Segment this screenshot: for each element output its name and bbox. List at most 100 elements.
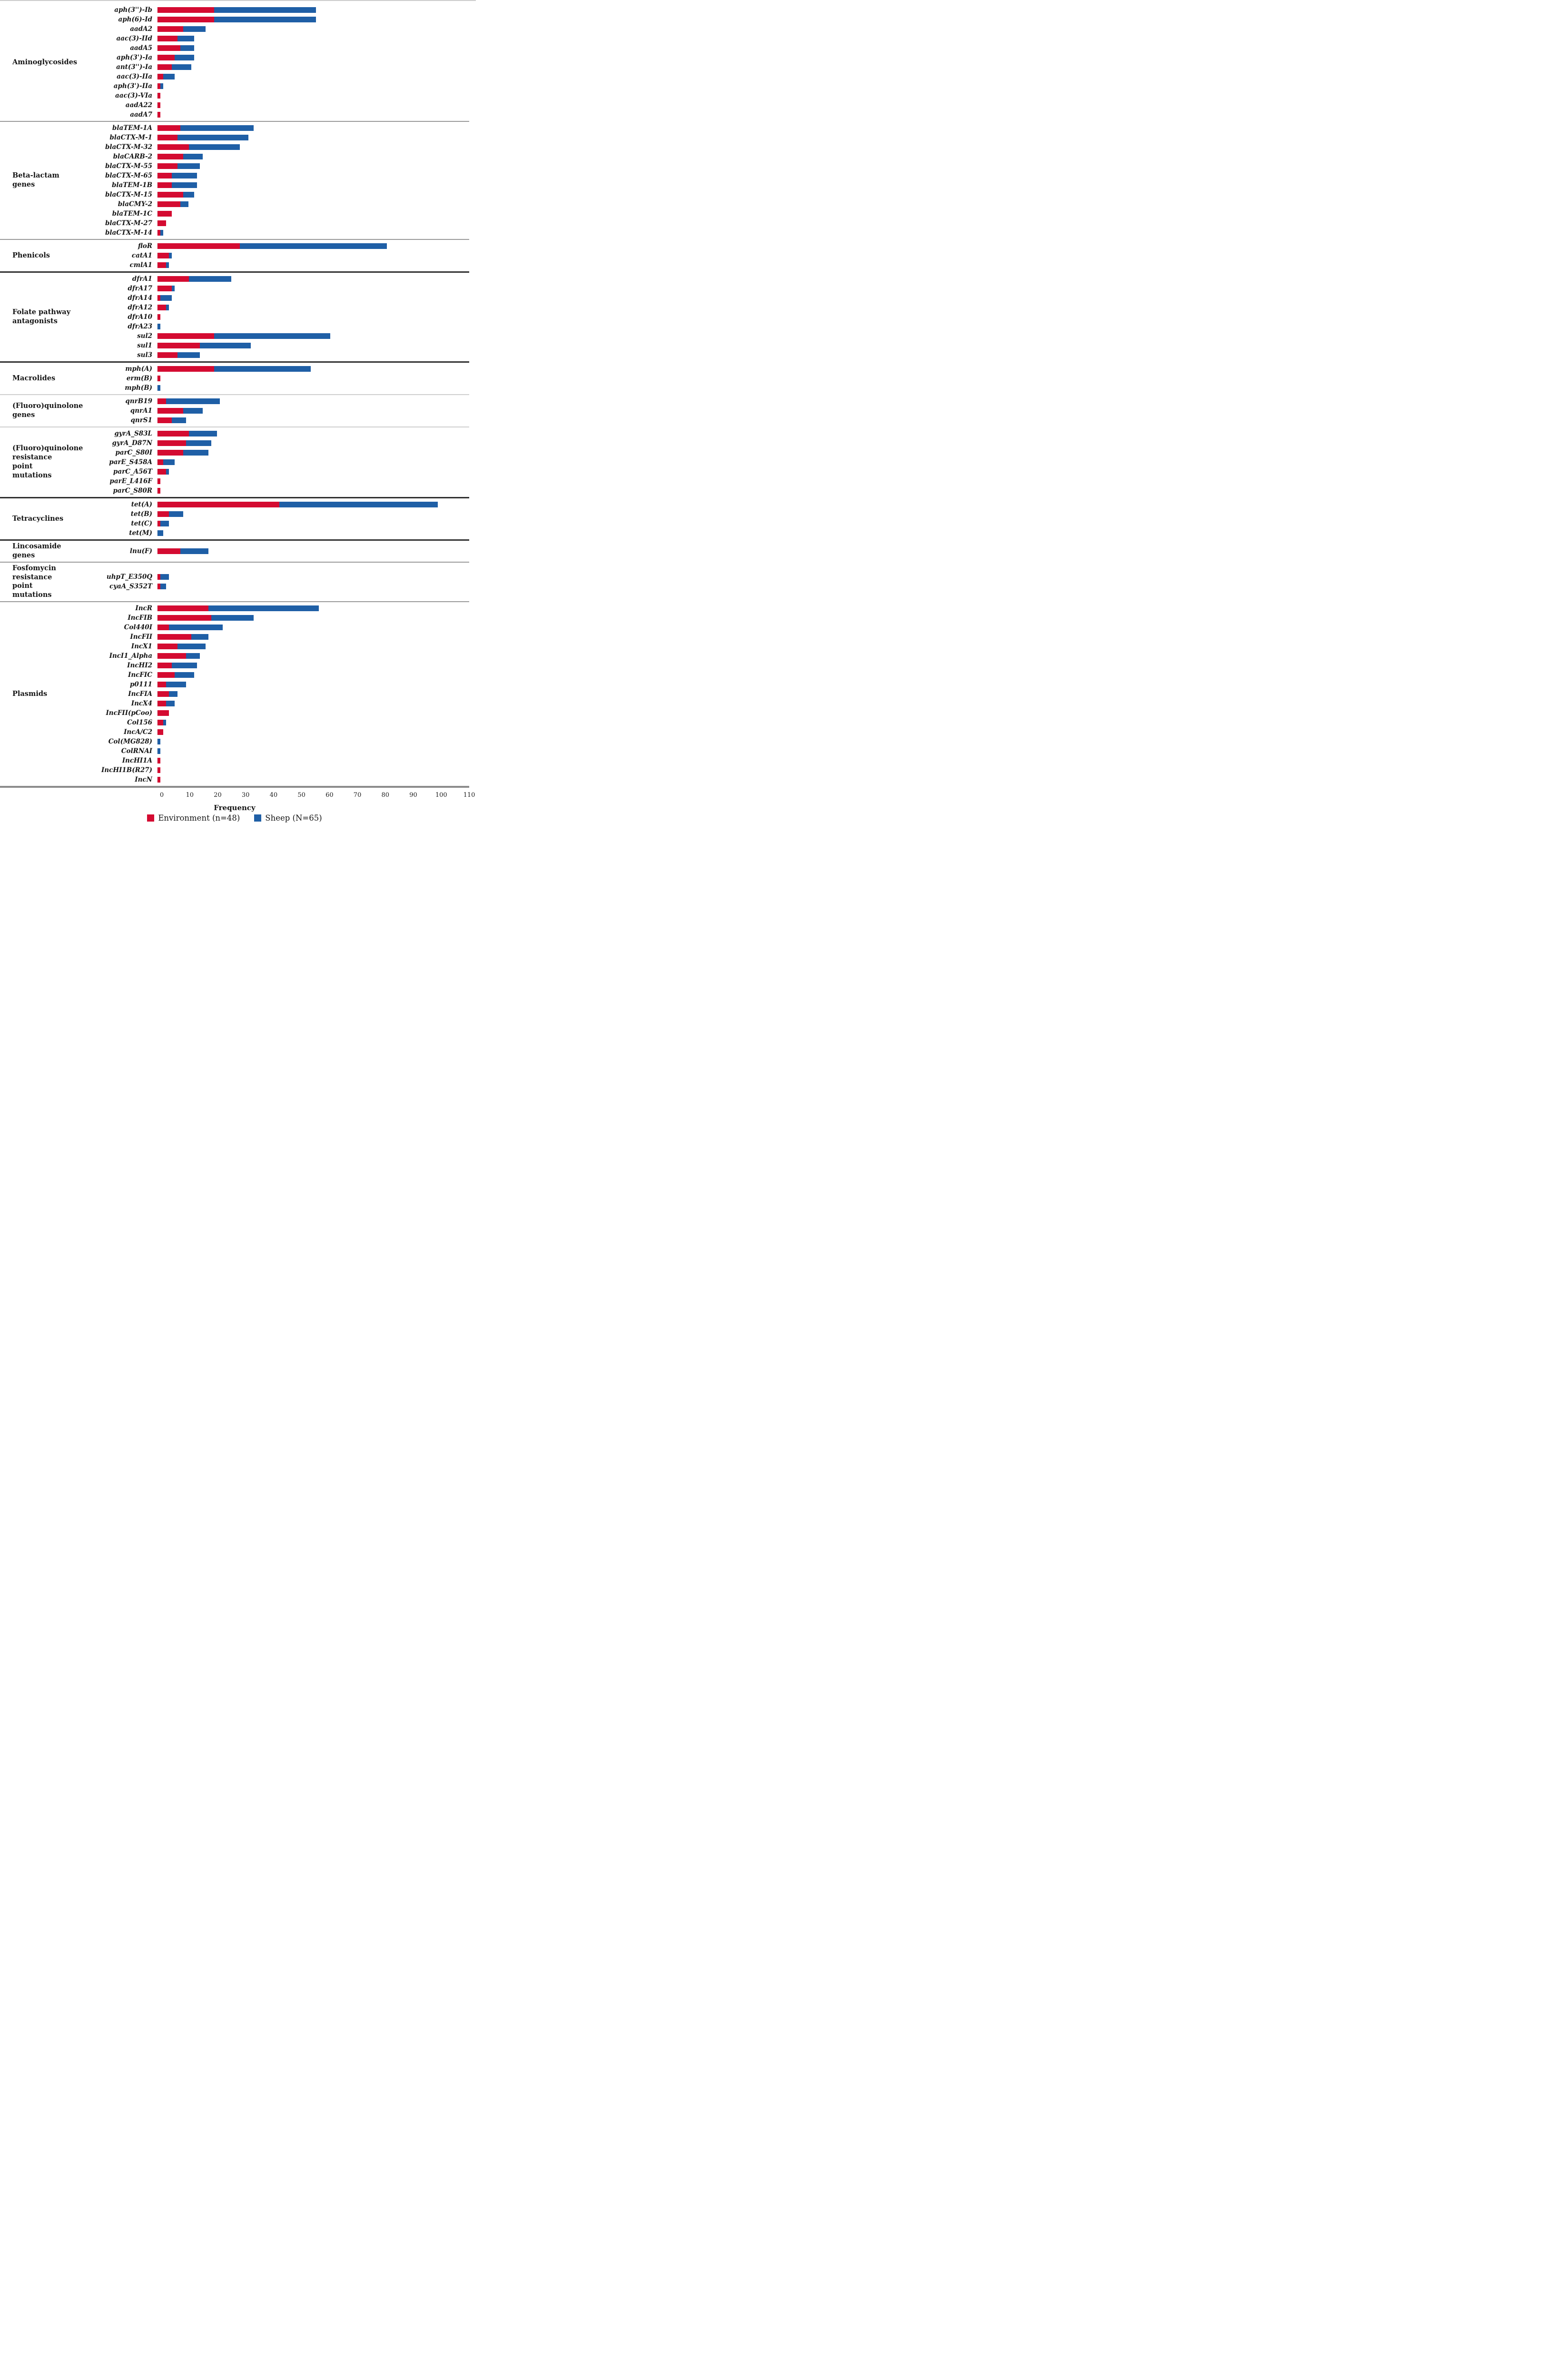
environment-bar-segment (158, 295, 160, 301)
gene-label: dfrA14 (128, 294, 152, 302)
gene-label: p0111 (129, 681, 152, 689)
environment-bar-segment (158, 343, 200, 348)
bar-track (157, 440, 469, 446)
gene-rows: floR catA1 cmlA1 (72, 241, 469, 270)
x-tick: 70 (353, 792, 362, 799)
section-aminoglycosides: Aminoglycosides aph(3'')-Ib aph(6)-Id aadA2… (0, 4, 469, 122)
bar-track (157, 55, 469, 60)
gene-rows: uhpT_E350Q cyaA_S352T (72, 572, 469, 591)
gene-row: blaCTX-M-55 (72, 161, 469, 171)
category-label: Macrolides (12, 374, 56, 382)
environment-bar-segment (158, 154, 183, 159)
gene-row: Col156 (72, 718, 469, 727)
environment-bar-segment (158, 182, 172, 188)
environment-bar-segment (158, 26, 183, 32)
gene-label: aph(3')-Ia (117, 54, 152, 61)
section-plasmids: Plasmids IncR IncFIB Col440I IncFII IncX1 IncI… (0, 602, 469, 788)
bar-track (157, 352, 469, 358)
gene-row: ColRNAI (72, 746, 469, 756)
bar-track (157, 767, 469, 774)
gene-row: sul2 (72, 331, 469, 341)
sheep-bar-segment (166, 305, 169, 310)
environment-bar-segment (158, 729, 163, 735)
gene-label: uhpT_E350Q (106, 573, 152, 581)
section-beta-lactam-genes: Beta-lactam genes blaTEM-1A blaCTX-M-1 blaC… (0, 122, 469, 240)
sheep-bar-segment (211, 615, 254, 621)
environment-bar-segment (158, 691, 169, 697)
gene-label: IncFII(pCoo) (106, 709, 152, 717)
gene-rows: IncR IncFIB Col440I IncFII IncX1 IncI1_Alpha I… (72, 604, 469, 784)
gene-label: qnrB19 (125, 397, 152, 405)
sheep-bar-segment (166, 398, 220, 404)
gene-label: cyaA_S352T (109, 583, 152, 591)
sheep-bar-segment (171, 173, 197, 178)
sheep-bar-segment (171, 64, 192, 70)
gene-label: blaCTX-M-27 (105, 219, 152, 227)
sheep-bar-segment (188, 431, 217, 436)
sheep-bar-segment (177, 352, 200, 358)
environment-bar-segment (158, 459, 163, 465)
sheep-bar-segment (158, 739, 160, 745)
environment-bar-segment (158, 230, 160, 236)
gene-label: parC_S80I (115, 449, 152, 456)
gene-row: tet(B) (72, 509, 469, 519)
gene-label: IncFIB (128, 614, 152, 622)
bar-track (157, 385, 469, 391)
sheep-swatch-icon (254, 814, 262, 822)
sheep-bar-segment (183, 26, 206, 32)
gene-row: IncA/C2 (72, 727, 469, 737)
category-label: Fosfomycin resistance point mutations (12, 564, 56, 599)
bar-track (157, 163, 469, 169)
environment-bar-segment (158, 653, 186, 659)
sheep-bar-segment (163, 74, 175, 79)
gene-label: dfrA23 (128, 323, 152, 330)
gene-row: aph(3'')-Ib (72, 5, 469, 15)
environment-bar-segment (158, 440, 186, 446)
gene-row: dfrA10 (72, 312, 469, 322)
x-tick: 60 (325, 792, 334, 799)
gene-label: IncN (135, 776, 152, 784)
bar-track (157, 584, 469, 590)
environment-bar-segment (158, 672, 175, 678)
gene-row: erm(B) (72, 374, 469, 383)
sheep-bar-segment (177, 163, 200, 169)
gene-label: blaTEM-1B (111, 181, 152, 189)
gene-row: aph(3')-Ia (72, 53, 469, 62)
gene-label: aadA2 (130, 25, 152, 33)
gene-label: aadA22 (125, 101, 152, 109)
environment-bar-segment (158, 17, 215, 22)
bar-track (157, 343, 469, 348)
sheep-bar-segment (183, 450, 209, 456)
bar-track (157, 220, 469, 226)
gene-row: blaCTX-M-14 (72, 228, 469, 238)
environment-bar-segment (158, 720, 163, 726)
gene-label: blaCTX-M-1 (109, 134, 152, 141)
environment-bar-segment (158, 83, 160, 89)
environment-bar-segment (158, 521, 160, 526)
bar-track (157, 720, 469, 726)
environment-bar-segment (158, 574, 160, 580)
sheep-bar-segment (171, 663, 197, 669)
bar-track (157, 45, 469, 51)
bar-track (157, 748, 469, 754)
sheep-bar-segment (158, 530, 163, 536)
sheep-bar-segment (160, 584, 166, 590)
gene-row: floR (72, 241, 469, 251)
legend-item-sheep: Sheep (N=65) (254, 813, 322, 823)
gene-label: aadA7 (130, 111, 152, 119)
gene-label: catA1 (131, 252, 152, 259)
gene-row: sul1 (72, 341, 469, 350)
environment-bar-segment (158, 469, 166, 475)
gene-label: aph(6)-Id (118, 16, 152, 23)
gene-row: cyaA_S352T (72, 582, 469, 591)
bar-track (157, 710, 469, 716)
gene-label: dfrA10 (128, 313, 152, 321)
bar-track (157, 83, 469, 89)
bar-track (157, 93, 469, 99)
sheep-bar-segment (166, 682, 186, 688)
category-label: (Fluoro)quinolone resistance point mutat… (12, 444, 83, 479)
environment-bar-segment (158, 192, 183, 198)
sheep-bar-segment (214, 7, 316, 13)
gene-row: cmlA1 (72, 260, 469, 270)
gene-row: IncHI1B(R27) (72, 765, 469, 775)
